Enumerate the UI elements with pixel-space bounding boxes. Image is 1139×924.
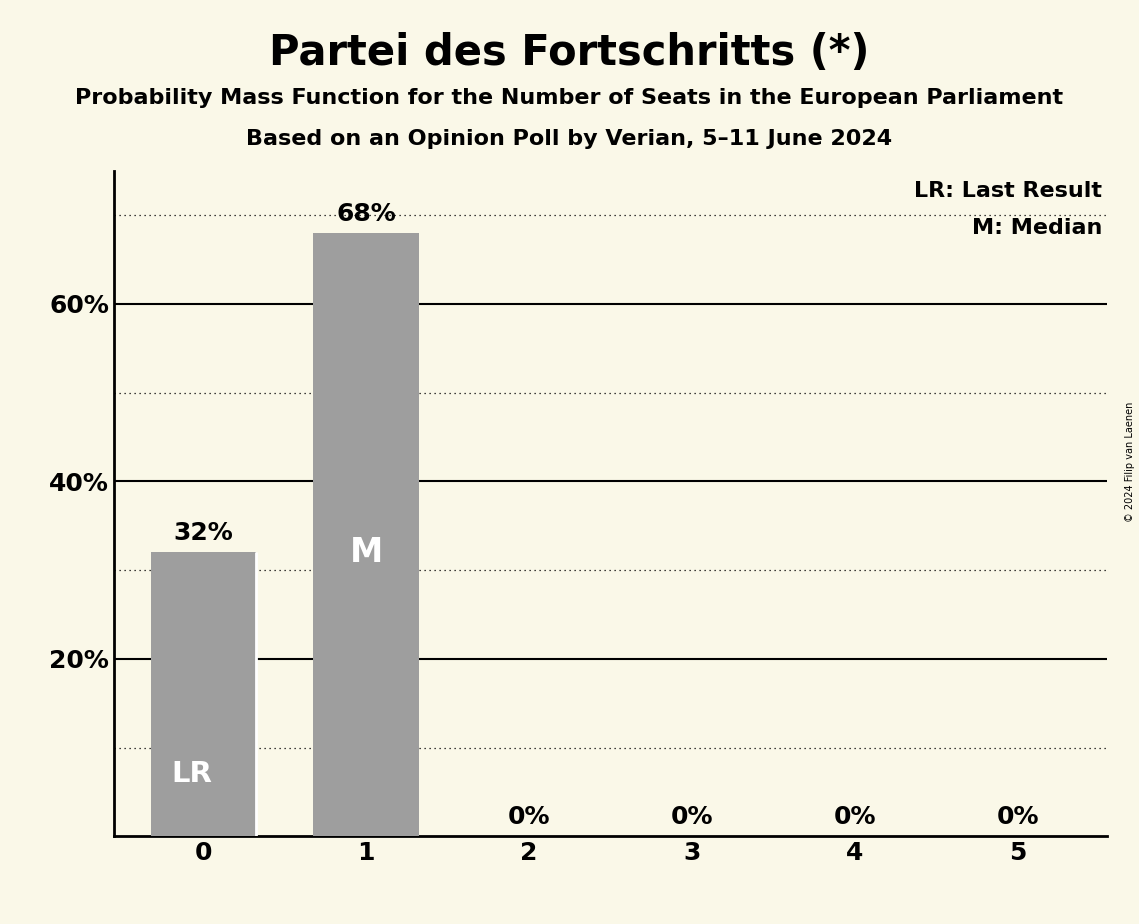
Text: M: M — [350, 536, 383, 569]
Text: M: Median: M: Median — [972, 217, 1103, 237]
Text: LR: LR — [172, 760, 213, 788]
Text: Based on an Opinion Poll by Verian, 5–11 June 2024: Based on an Opinion Poll by Verian, 5–11… — [246, 129, 893, 150]
Text: 68%: 68% — [336, 202, 396, 226]
Text: 0%: 0% — [834, 805, 876, 829]
Text: 0%: 0% — [997, 805, 1039, 829]
Bar — [150, 553, 256, 836]
Text: Probability Mass Function for the Number of Seats in the European Parliament: Probability Mass Function for the Number… — [75, 88, 1064, 108]
Text: 0%: 0% — [671, 805, 713, 829]
Text: 32%: 32% — [173, 521, 233, 545]
Text: © 2024 Filip van Laenen: © 2024 Filip van Laenen — [1125, 402, 1134, 522]
Text: LR: Last Result: LR: Last Result — [915, 181, 1103, 201]
Bar — [313, 233, 419, 836]
Text: 0%: 0% — [508, 805, 550, 829]
Text: Partei des Fortschritts (*): Partei des Fortschritts (*) — [269, 32, 870, 74]
